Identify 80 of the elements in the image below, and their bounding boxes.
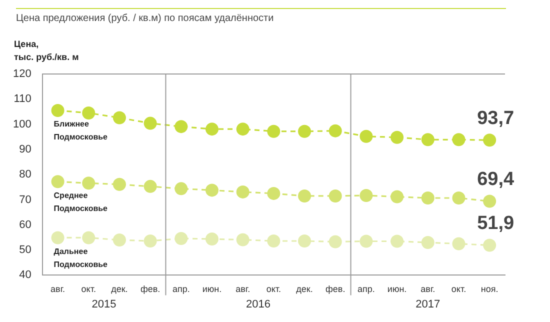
point <box>112 111 126 124</box>
x-tick-label: фев. <box>326 284 346 294</box>
point <box>82 231 96 244</box>
point <box>51 231 64 244</box>
x-tick-label: окт. <box>81 284 96 294</box>
point <box>328 189 342 202</box>
point <box>236 185 250 198</box>
point <box>267 124 280 138</box>
point <box>421 191 434 204</box>
point <box>82 176 96 190</box>
point <box>390 130 404 144</box>
chart-title: Цена предложения (руб. / кв.м) по поясам удалённости <box>16 13 274 24</box>
text: 2016 <box>246 298 270 311</box>
point <box>452 237 466 250</box>
point <box>483 194 496 208</box>
x-tick-label: июн. <box>202 284 222 294</box>
y-tick-label: 100 <box>12 118 32 130</box>
text: 2015 <box>92 298 116 311</box>
point <box>298 234 312 248</box>
point <box>236 233 250 246</box>
x-tick-label: окт. <box>266 284 282 294</box>
x-tick-label: авг. <box>236 284 250 294</box>
point <box>267 186 280 200</box>
point <box>144 116 157 130</box>
point <box>112 178 126 191</box>
x-tick-label: авг. <box>50 284 66 294</box>
x-tick-label: окт. <box>451 284 466 294</box>
x-tick-label: фев. <box>140 284 160 294</box>
x-tick-label: дек. <box>111 284 128 294</box>
y-tick-label: 60 <box>19 218 32 231</box>
point <box>174 182 188 196</box>
y-tick-label: 70 <box>19 194 32 206</box>
x-tick-label: апр. <box>172 284 190 294</box>
y-axis-title: Цена, тыс. руб./кв. м <box>14 38 80 62</box>
series-label: Дальнее Подмосковье <box>54 246 108 269</box>
point <box>421 236 434 250</box>
y-tick-label: 90 <box>19 143 32 156</box>
point <box>51 175 64 188</box>
point <box>51 104 64 117</box>
x-tick-label: ноя. <box>480 284 498 294</box>
point <box>174 120 188 134</box>
point <box>205 232 218 246</box>
point <box>82 106 96 120</box>
data-label: 69,4 <box>477 168 514 190</box>
point <box>144 180 157 193</box>
y-tick-label: 80 <box>19 168 32 181</box>
series-label: Ближнее Подмосковье <box>54 120 108 142</box>
x-tick-label: июн. <box>387 284 407 294</box>
point <box>328 124 342 138</box>
point <box>298 124 312 138</box>
point <box>236 122 250 136</box>
point <box>360 234 373 248</box>
data-label: 51,9 <box>477 213 514 234</box>
x-tick-label: апр. <box>358 284 375 294</box>
point <box>390 190 404 204</box>
point <box>298 189 312 202</box>
x-tick-label: авг. <box>420 284 436 294</box>
point <box>205 184 218 197</box>
x-tick-label: дек. <box>296 284 313 294</box>
point <box>267 234 280 248</box>
point <box>174 232 188 245</box>
data-label: 93,7 <box>477 108 514 129</box>
point <box>360 188 373 202</box>
point <box>390 234 404 248</box>
y-tick-label: 50 <box>19 244 32 256</box>
point <box>483 134 496 147</box>
point <box>360 130 373 143</box>
point <box>483 238 496 252</box>
text: 2017 <box>416 298 440 311</box>
point <box>421 133 434 146</box>
series-label: Среднее Подмосковье <box>54 190 108 213</box>
point <box>328 235 342 248</box>
point <box>144 234 157 248</box>
point <box>452 191 466 204</box>
point <box>112 233 126 246</box>
y-tick-label: 40 <box>19 269 32 282</box>
y-tick-label: 110 <box>14 93 32 106</box>
point <box>205 122 218 136</box>
y-tick-label: 120 <box>12 68 32 80</box>
point <box>452 133 466 146</box>
